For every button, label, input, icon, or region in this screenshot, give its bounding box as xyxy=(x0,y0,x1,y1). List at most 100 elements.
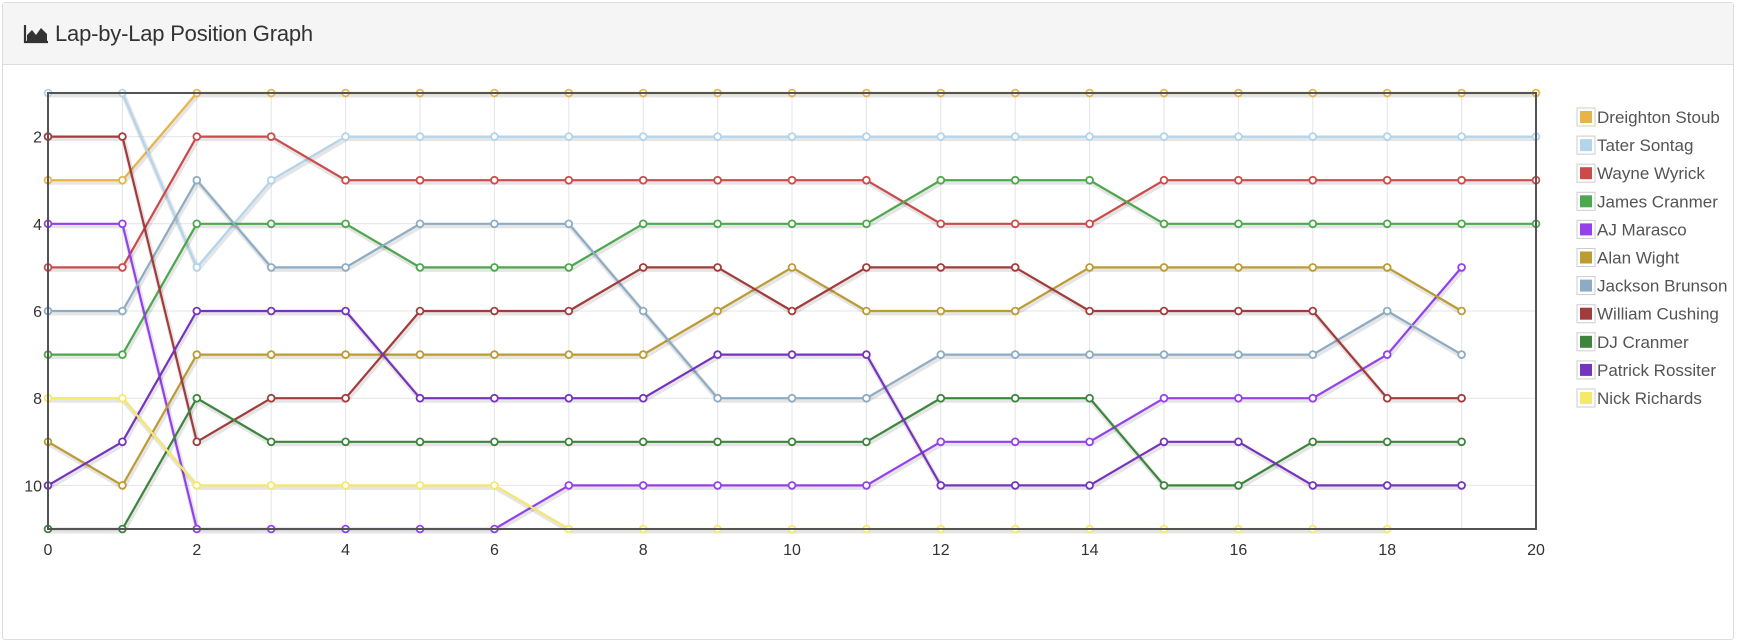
data-point xyxy=(1010,393,1020,403)
chart-series-lines xyxy=(43,88,1541,534)
data-point xyxy=(1457,263,1466,272)
data-point xyxy=(341,175,350,185)
y-tick-label: 8 xyxy=(33,391,42,408)
data-point xyxy=(1085,175,1094,185)
data-point xyxy=(564,306,574,316)
x-tick-label: 8 xyxy=(639,542,648,559)
series-line xyxy=(48,135,1462,443)
data-point xyxy=(787,350,797,359)
data-point xyxy=(192,481,202,490)
data-point xyxy=(266,350,276,359)
x-tick-label: 6 xyxy=(490,542,499,559)
data-point xyxy=(415,175,425,185)
data-point xyxy=(564,437,574,447)
x-tick-label: 12 xyxy=(932,542,950,559)
data-point xyxy=(118,132,127,141)
legend-label: Nick Richards xyxy=(1597,389,1702,408)
series-shadow xyxy=(49,397,1463,534)
data-point xyxy=(1159,481,1169,490)
data-point xyxy=(192,132,202,141)
data-point xyxy=(1234,437,1243,447)
data-point xyxy=(266,437,276,447)
data-point xyxy=(936,437,946,447)
data-point xyxy=(1234,393,1243,403)
data-point xyxy=(936,481,946,490)
data-point xyxy=(564,393,574,403)
data-point xyxy=(936,219,946,229)
x-tick-label: 4 xyxy=(341,542,350,559)
data-point xyxy=(1308,481,1318,490)
data-point xyxy=(862,132,871,141)
data-point xyxy=(1159,306,1169,316)
data-point xyxy=(1457,219,1466,229)
legend-swatch xyxy=(1580,251,1592,264)
legend-label: Tater Sontag xyxy=(1597,136,1693,155)
data-point xyxy=(1085,481,1094,490)
data-point xyxy=(1382,132,1392,141)
data-point xyxy=(341,481,350,490)
x-tick-label: 18 xyxy=(1378,542,1396,559)
data-point xyxy=(266,132,276,141)
y-tick-label: 10 xyxy=(24,478,42,495)
data-point xyxy=(638,306,648,316)
data-point xyxy=(638,437,648,447)
legend-swatch xyxy=(1580,139,1592,152)
panel-heading: Lap-by-Lap Position Graph xyxy=(3,3,1733,65)
data-point xyxy=(713,132,722,141)
series-shadow xyxy=(49,136,1463,447)
data-point xyxy=(1085,393,1094,403)
data-point xyxy=(1010,306,1020,316)
data-point xyxy=(1234,175,1243,185)
data-point xyxy=(1308,219,1318,229)
legend-label: Patrick Rossiter xyxy=(1597,361,1716,380)
data-point xyxy=(1010,350,1020,359)
data-point xyxy=(564,132,574,141)
data-point xyxy=(936,350,946,359)
legend-swatch xyxy=(1580,111,1592,123)
series-shadow xyxy=(47,310,1463,490)
data-point xyxy=(787,393,797,403)
data-point xyxy=(1457,306,1466,316)
data-point xyxy=(415,219,425,229)
data-point xyxy=(564,263,574,272)
data-point xyxy=(1085,437,1094,447)
data-point xyxy=(564,175,574,185)
data-point xyxy=(1159,437,1169,447)
data-point xyxy=(787,175,797,185)
data-point xyxy=(266,263,276,272)
data-point xyxy=(713,350,722,359)
data-point xyxy=(266,306,276,316)
data-point xyxy=(713,175,722,185)
data-point xyxy=(341,393,350,403)
data-point xyxy=(1159,350,1169,359)
data-point xyxy=(490,132,499,141)
data-point xyxy=(1308,437,1318,447)
data-point xyxy=(490,263,499,272)
data-point xyxy=(118,175,127,185)
x-tick-label: 2 xyxy=(192,542,201,559)
data-point xyxy=(936,132,946,141)
position-line-chart: 0 2 4 6 8 10 12 14 16 18 20 2 4 6 8 10 Dreighton Stoub T… xyxy=(24,88,1727,559)
data-point xyxy=(1382,219,1392,229)
data-point xyxy=(192,263,202,272)
data-point xyxy=(490,393,499,403)
data-point xyxy=(118,350,127,359)
data-point xyxy=(1382,437,1392,447)
data-point xyxy=(638,393,648,403)
data-point xyxy=(1457,393,1466,403)
data-point xyxy=(1234,350,1243,359)
data-point xyxy=(862,219,871,229)
data-point xyxy=(192,437,202,447)
data-point xyxy=(713,393,722,403)
series-shadow xyxy=(49,179,1464,403)
legend-swatch xyxy=(1580,335,1592,348)
series-line xyxy=(48,397,1462,531)
data-point xyxy=(341,132,350,141)
data-point xyxy=(118,263,127,272)
data-point xyxy=(266,175,276,185)
data-point xyxy=(1382,393,1392,403)
legend-label: Jackson Brunson xyxy=(1597,277,1727,296)
data-point xyxy=(1308,263,1318,272)
data-point xyxy=(713,306,722,316)
